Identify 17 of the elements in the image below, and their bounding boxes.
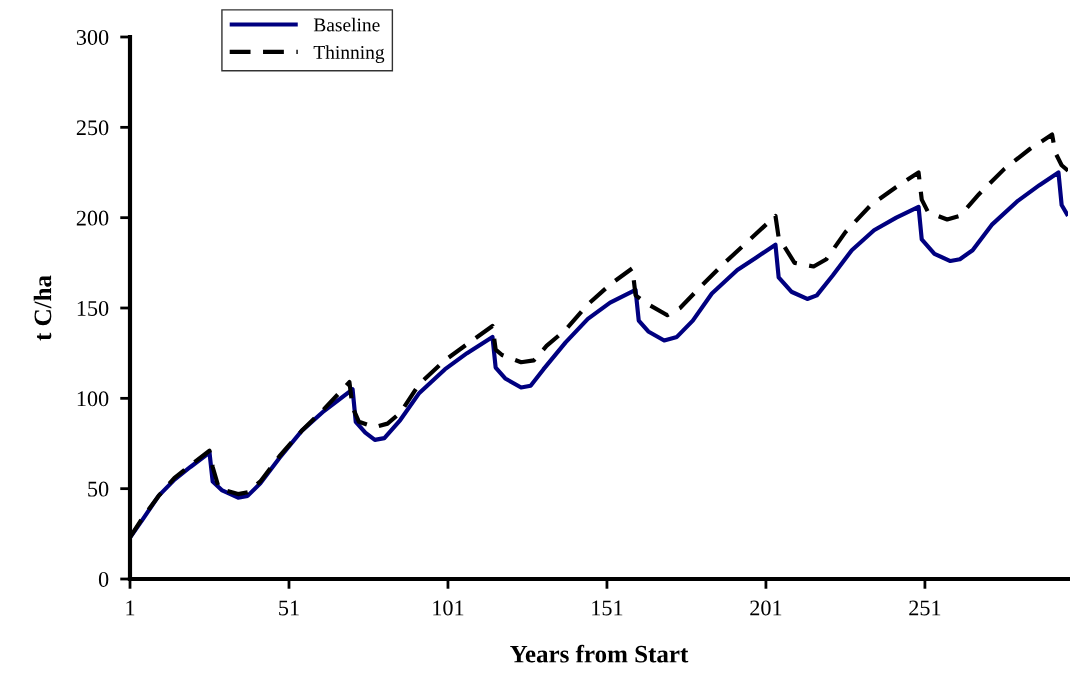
x-tick-label: 51 [279, 600, 299, 616]
y-tick-label: 0 [98, 571, 109, 587]
y-tick-label: 150 [77, 300, 109, 316]
y-tick-label: 250 [76, 120, 109, 136]
y-tick-label: 200 [76, 210, 109, 226]
y-tick-label: 50 [88, 481, 109, 497]
x-tick-label: 251 [909, 600, 941, 616]
x-tick-label: 201 [750, 600, 782, 616]
x-tick-label: 101 [433, 600, 464, 616]
x-axis-title: Years from Start [510, 644, 689, 663]
x-tick-label: 151 [592, 600, 623, 616]
legend-label: Thinning [313, 45, 385, 63]
y-tick-label: 300 [76, 29, 109, 45]
y-tick-label: 100 [77, 391, 109, 407]
legend-label: Baseline [313, 17, 380, 32]
y-axis-title: t C/ha [33, 275, 52, 341]
x-tick-label: 1 [126, 600, 135, 616]
